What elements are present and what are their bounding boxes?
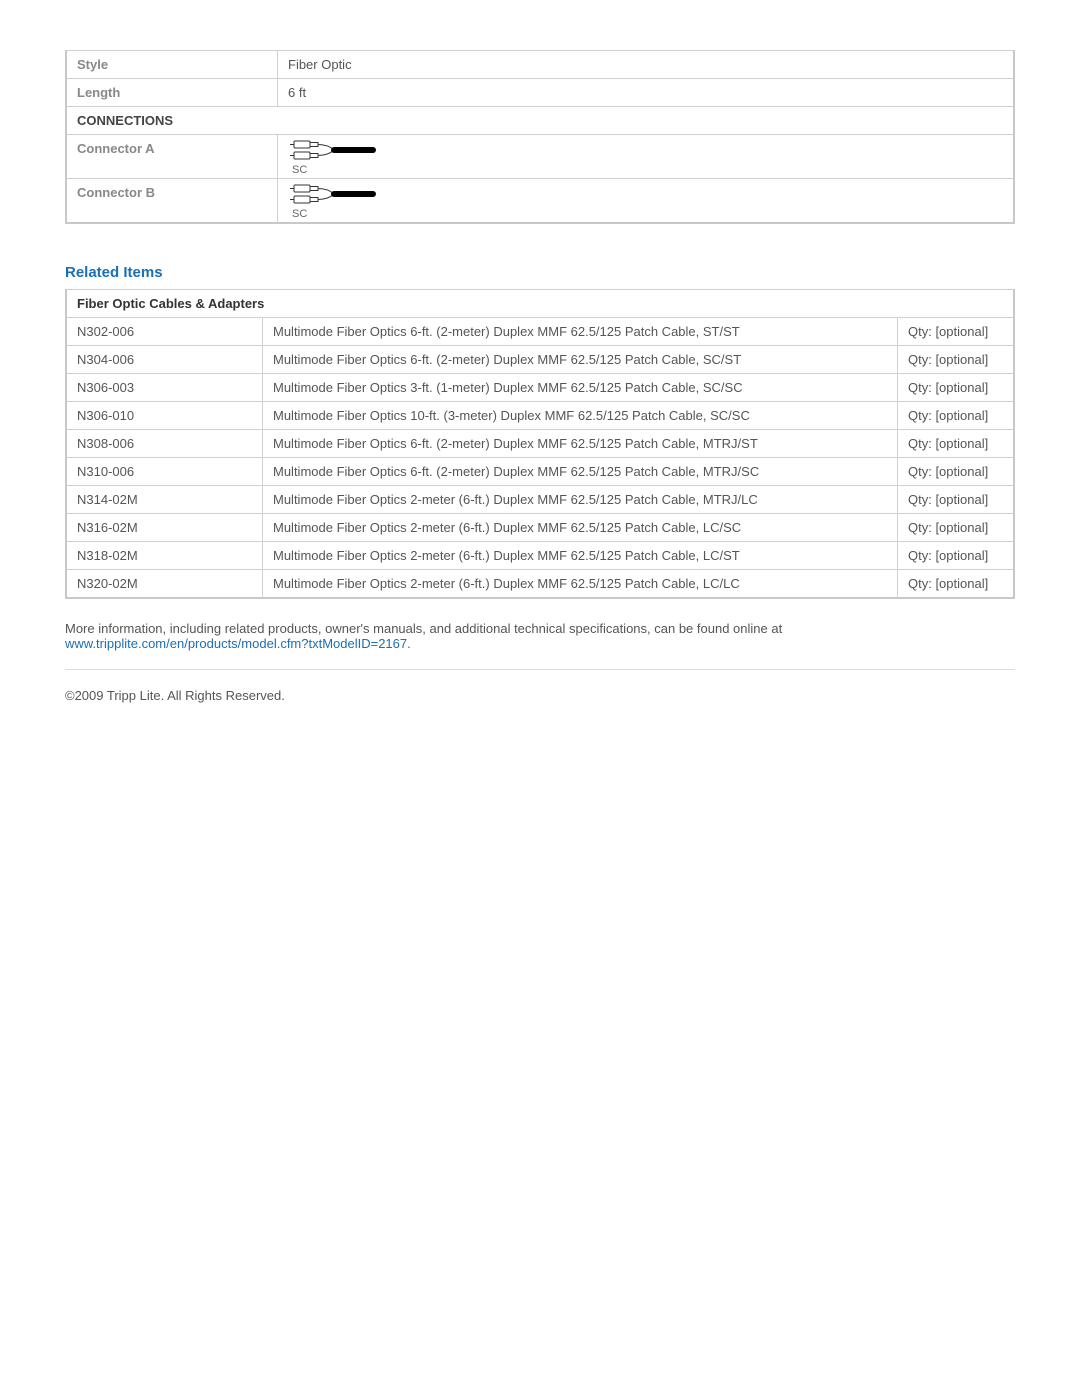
connector-b-label: Connector B (66, 179, 278, 224)
connector-b-value: SC (278, 179, 1015, 224)
related-item-row: N320-02M Multimode Fiber Optics 2-meter … (66, 570, 1014, 599)
sc-connector-icon (288, 183, 378, 210)
spec-value: Fiber Optic (278, 51, 1015, 79)
related-desc: Multimode Fiber Optics 6-ft. (2-meter) D… (263, 430, 898, 458)
related-qty: Qty: [optional] (898, 486, 1015, 514)
related-qty: Qty: [optional] (898, 458, 1015, 486)
related-items-table: Fiber Optic Cables & Adapters N302-006 M… (65, 289, 1015, 599)
more-info-link[interactable]: www.tripplite.com/en/products/model.cfm?… (65, 636, 407, 651)
related-desc: Multimode Fiber Optics 6-ft. (2-meter) D… (263, 318, 898, 346)
related-item-row: N316-02M Multimode Fiber Optics 2-meter … (66, 514, 1014, 542)
related-sku: N306-010 (66, 402, 263, 430)
divider (65, 669, 1015, 670)
related-sku: N316-02M (66, 514, 263, 542)
related-qty: Qty: [optional] (898, 346, 1015, 374)
related-sku: N306-003 (66, 374, 263, 402)
spec-value: 6 ft (278, 79, 1015, 107)
related-desc: Multimode Fiber Optics 6-ft. (2-meter) D… (263, 458, 898, 486)
related-desc: Multimode Fiber Optics 6-ft. (2-meter) D… (263, 346, 898, 374)
related-sku: N302-006 (66, 318, 263, 346)
related-qty: Qty: [optional] (898, 318, 1015, 346)
related-qty: Qty: [optional] (898, 402, 1015, 430)
connections-header: CONNECTIONS (66, 107, 1014, 135)
related-qty: Qty: [optional] (898, 514, 1015, 542)
related-qty: Qty: [optional] (898, 570, 1015, 599)
related-qty: Qty: [optional] (898, 542, 1015, 570)
related-item-row: N306-010 Multimode Fiber Optics 10-ft. (… (66, 402, 1014, 430)
connector-b-caption: SC (292, 208, 1003, 220)
more-info-text: More information, including related prod… (65, 621, 782, 636)
related-desc: Multimode Fiber Optics 2-meter (6-ft.) D… (263, 486, 898, 514)
connector-a-value: SC (278, 135, 1015, 179)
related-item-row: N318-02M Multimode Fiber Optics 2-meter … (66, 542, 1014, 570)
sc-connector-icon (288, 139, 378, 166)
related-desc: Multimode Fiber Optics 10-ft. (3-meter) … (263, 402, 898, 430)
more-info-note: More information, including related prod… (65, 621, 1015, 651)
related-desc: Multimode Fiber Optics 3-ft. (1-meter) D… (263, 374, 898, 402)
related-item-row: N304-006 Multimode Fiber Optics 6-ft. (2… (66, 346, 1014, 374)
related-desc: Multimode Fiber Optics 2-meter (6-ft.) D… (263, 514, 898, 542)
related-qty: Qty: [optional] (898, 430, 1015, 458)
spec-row: Style Fiber Optic (66, 51, 1014, 79)
related-sku: N310-006 (66, 458, 263, 486)
related-category-header: Fiber Optic Cables & Adapters (66, 290, 1014, 318)
related-sku: N308-006 (66, 430, 263, 458)
related-qty: Qty: [optional] (898, 374, 1015, 402)
related-desc: Multimode Fiber Optics 2-meter (6-ft.) D… (263, 542, 898, 570)
spec-row: Length 6 ft (66, 79, 1014, 107)
related-item-row: N306-003 Multimode Fiber Optics 3-ft. (1… (66, 374, 1014, 402)
related-sku: N318-02M (66, 542, 263, 570)
related-desc: Multimode Fiber Optics 2-meter (6-ft.) D… (263, 570, 898, 599)
related-heading: Related Items (65, 264, 1015, 281)
copyright: ©2009 Tripp Lite. All Rights Reserved. (65, 688, 1015, 703)
related-item-row: N302-006 Multimode Fiber Optics 6-ft. (2… (66, 318, 1014, 346)
related-item-row: N314-02M Multimode Fiber Optics 2-meter … (66, 486, 1014, 514)
spec-label: Length (66, 79, 278, 107)
connector-a-label: Connector A (66, 135, 278, 179)
related-item-row: N308-006 Multimode Fiber Optics 6-ft. (2… (66, 430, 1014, 458)
connector-a-caption: SC (292, 164, 1003, 176)
related-sku: N320-02M (66, 570, 263, 599)
related-sku: N304-006 (66, 346, 263, 374)
related-item-row: N310-006 Multimode Fiber Optics 6-ft. (2… (66, 458, 1014, 486)
spec-label: Style (66, 51, 278, 79)
specs-table: Style Fiber Optic Length 6 ftCONNECTIONS… (65, 50, 1015, 224)
related-sku: N314-02M (66, 486, 263, 514)
